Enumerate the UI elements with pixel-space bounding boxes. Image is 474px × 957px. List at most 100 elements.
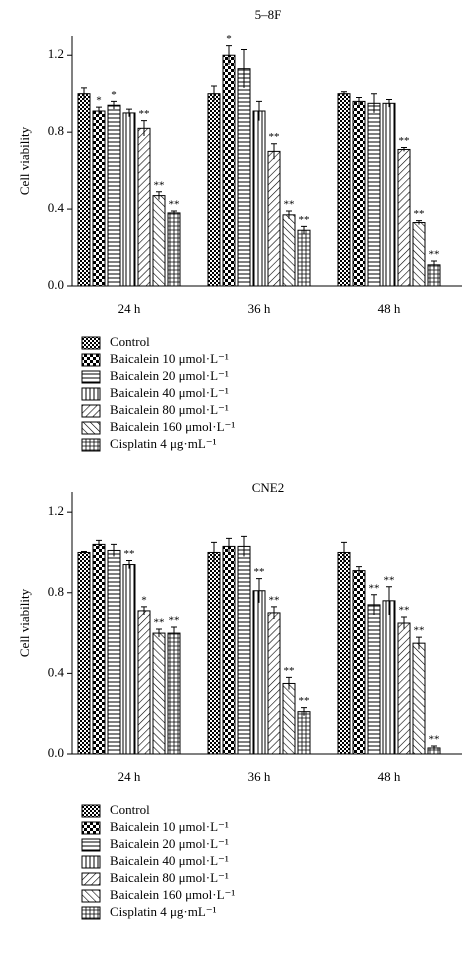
- error-bar: [126, 560, 132, 569]
- y-tick-label: 0.0: [48, 277, 64, 292]
- bar: [122, 112, 136, 287]
- y-tick-label: 0.0: [48, 745, 64, 760]
- legend-swatch: [81, 872, 101, 886]
- significance-label: **: [269, 131, 280, 143]
- significance-label: **: [399, 135, 410, 147]
- x-tick-label: 24 h: [118, 769, 141, 784]
- legend-swatch: [81, 353, 101, 367]
- error-bar: [341, 541, 347, 563]
- x-tick-label: 24 h: [118, 301, 141, 316]
- error-bar: [401, 147, 407, 152]
- legend-swatch: [81, 336, 101, 350]
- legend-label: Cisplatin 4 μg·mL⁻¹: [110, 904, 217, 919]
- bar: [237, 545, 251, 755]
- bar: [252, 110, 266, 287]
- bar: [167, 632, 181, 755]
- significance-label: *: [226, 33, 232, 45]
- error-bar: [171, 626, 177, 640]
- error-bar: [256, 100, 262, 121]
- bar: [167, 212, 181, 287]
- significance-label: *: [111, 89, 117, 101]
- bar: [382, 600, 396, 755]
- error-bar: [81, 87, 87, 100]
- error-bar: [386, 586, 392, 615]
- y-axis-label: Cell viability: [17, 126, 32, 195]
- significance-label: **: [284, 665, 295, 677]
- error-bar: [416, 220, 422, 225]
- error-bar: [386, 98, 392, 108]
- bar: [382, 102, 396, 287]
- error-bar: [126, 108, 132, 117]
- significance-label: **: [124, 548, 135, 560]
- bar: [412, 642, 426, 755]
- error-bar: [256, 578, 262, 603]
- bar: [352, 100, 366, 287]
- significance-label: **: [284, 199, 295, 211]
- legend-label: Baicalein 40 μmol·L⁻¹: [110, 385, 229, 400]
- significance-label: **: [139, 108, 150, 120]
- bar: [252, 590, 266, 755]
- error-bar: [286, 676, 292, 690]
- bar: [267, 150, 281, 287]
- legend-label: Baicalein 10 μmol·L⁻¹: [110, 351, 229, 366]
- legend-swatch: [81, 404, 101, 418]
- legend-label: Baicalein 160 μmol·L⁻¹: [110, 887, 235, 902]
- bar: [337, 551, 351, 755]
- bar: [412, 222, 426, 287]
- significance-label: **: [154, 617, 165, 629]
- bar: [92, 110, 106, 287]
- x-tick-label: 36 h: [248, 301, 271, 316]
- legend-swatch: [81, 370, 101, 384]
- y-tick-label: 1.2: [48, 46, 64, 61]
- significance-label: *: [96, 95, 102, 107]
- significance-label: **: [299, 695, 310, 707]
- legend-swatch: [81, 804, 101, 818]
- bar: [222, 54, 236, 287]
- y-tick-label: 0.4: [48, 200, 65, 215]
- significance-label: **: [254, 566, 265, 578]
- x-tick-label: 48 h: [378, 769, 401, 784]
- legend-label: Baicalein 20 μmol·L⁻¹: [110, 368, 229, 383]
- legend-label: Baicalein 20 μmol·L⁻¹: [110, 836, 229, 851]
- legend-swatch: [81, 889, 101, 903]
- error-bar: [371, 594, 377, 615]
- legend-label: Cisplatin 4 μg·mL⁻¹: [110, 436, 217, 451]
- error-bar: [371, 93, 377, 113]
- bar: [92, 543, 106, 755]
- bar: [77, 93, 91, 287]
- x-tick-label: 36 h: [248, 769, 271, 784]
- legend-label: Baicalein 160 μmol·L⁻¹: [110, 419, 235, 434]
- bar: [282, 214, 296, 287]
- error-bar: [111, 100, 117, 110]
- error-bar: [226, 537, 232, 555]
- legend-swatch: [81, 821, 101, 835]
- bar: [77, 551, 91, 755]
- bar: [297, 711, 311, 755]
- bar: [397, 622, 411, 755]
- error-bar: [111, 543, 117, 557]
- error-bar: [81, 550, 87, 554]
- significance-label: **: [154, 179, 165, 191]
- significance-label: **: [269, 594, 280, 606]
- x-tick-label: 48 h: [378, 301, 401, 316]
- legend-swatch: [81, 421, 101, 435]
- error-bar: [356, 566, 362, 575]
- error-bar: [211, 85, 217, 102]
- significance-label: **: [414, 625, 425, 637]
- bar: [337, 93, 351, 287]
- bar: [237, 68, 251, 287]
- error-bar: [141, 606, 147, 615]
- error-bar: [431, 260, 437, 269]
- bar: [267, 612, 281, 755]
- bar: [137, 127, 151, 287]
- error-bar: [416, 636, 422, 650]
- error-bar: [96, 106, 102, 115]
- error-bar: [301, 225, 307, 235]
- error-bar: [96, 539, 102, 549]
- error-bar: [211, 541, 217, 563]
- significance-label: **: [429, 249, 440, 261]
- error-bar: [341, 91, 347, 96]
- legend-swatch: [81, 387, 101, 401]
